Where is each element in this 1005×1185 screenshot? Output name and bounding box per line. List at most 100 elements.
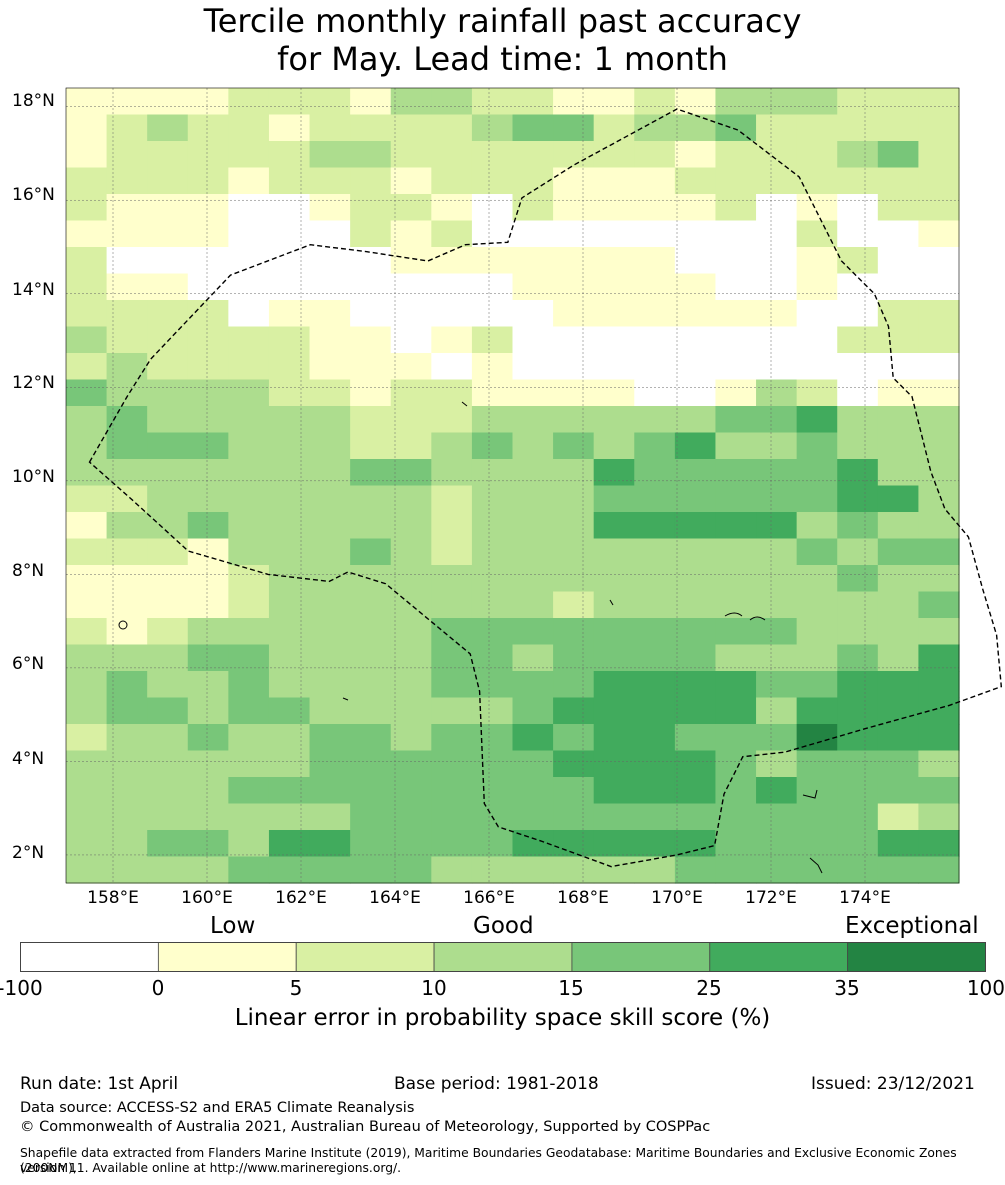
- grid-cell: [106, 141, 148, 169]
- grid-cell: [66, 88, 108, 116]
- grid-cell: [918, 512, 960, 540]
- lat-label: 2°N: [12, 843, 45, 863]
- grid-cell: [674, 141, 717, 169]
- grid-cell: [309, 353, 351, 381]
- grid-cell: [390, 247, 432, 275]
- grid-cell: [512, 750, 554, 778]
- lat-label: 16°N: [12, 185, 55, 205]
- grid-cell: [715, 856, 757, 884]
- grid-cell: [593, 777, 635, 805]
- data-source: Data source: ACCESS-S2 and ERA5 Climate …: [20, 1100, 415, 1116]
- grid-cell: [187, 459, 229, 487]
- grid-cell: [877, 830, 920, 858]
- grid-cell: [228, 644, 270, 672]
- grid-cell: [228, 379, 270, 407]
- grid-cell: [268, 220, 311, 248]
- grid-cell: [634, 247, 676, 275]
- grid-cell: [837, 830, 879, 858]
- grid-cell: [756, 406, 798, 434]
- grid-cell: [512, 591, 554, 619]
- grid-cell: [715, 565, 757, 593]
- grid-cell: [309, 220, 351, 248]
- grid-cell: [66, 379, 108, 407]
- grid-cell: [877, 565, 920, 593]
- grid-cell: [187, 565, 229, 593]
- grid-cell: [512, 671, 554, 699]
- colorbar-swatch: [157, 942, 297, 972]
- grid-cell: [309, 141, 351, 169]
- grid-cell: [634, 194, 676, 222]
- grid-cell: [634, 644, 676, 672]
- island-outline: [461, 401, 468, 407]
- grid-cell: [187, 750, 229, 778]
- grid-cell: [756, 565, 798, 593]
- grid-cell: [512, 485, 554, 513]
- grid-cell: [837, 300, 879, 328]
- grid-cell: [918, 618, 960, 646]
- grid-cell: [187, 114, 229, 142]
- grid-cell: [593, 724, 635, 752]
- grid-cell: [390, 618, 432, 646]
- grid-cell: [431, 114, 473, 142]
- grid-cell: [796, 406, 838, 434]
- grid-cell: [309, 194, 351, 222]
- colorbar-category-exceptional: Exceptional: [845, 913, 979, 939]
- grid-cell: [837, 724, 879, 752]
- grid-cell: [837, 273, 879, 301]
- grid-cell: [228, 565, 270, 593]
- grid-cell: [634, 485, 676, 513]
- grid-cell: [147, 724, 189, 752]
- grid-cell: [350, 856, 392, 884]
- grid-cell: [674, 671, 717, 699]
- grid-cell: [877, 459, 920, 487]
- grid-cell: [471, 724, 514, 752]
- grid-cell: [66, 697, 108, 725]
- shapefile-credit-line-1: Shapefile data extracted from Flanders M…: [20, 1146, 957, 1175]
- grid-cell: [228, 671, 270, 699]
- grid-cell: [471, 406, 514, 434]
- colorbar-tick: 5: [289, 976, 303, 1000]
- grid-cell: [796, 220, 838, 248]
- grid-cell: [674, 856, 717, 884]
- grid-cell: [147, 379, 189, 407]
- grid-cell: [674, 273, 717, 301]
- grid-cell: [512, 644, 554, 672]
- grid-cell: [228, 167, 270, 195]
- grid-cell: [431, 485, 473, 513]
- grid-cell: [634, 273, 676, 301]
- map-title-line-1: Tercile monthly rainfall past accuracy: [203, 2, 802, 40]
- grid-cell: [187, 406, 229, 434]
- grid-cell: [593, 591, 635, 619]
- grid-cell: [106, 485, 148, 513]
- grid-cell: [228, 326, 270, 354]
- grid-cell: [309, 273, 351, 301]
- grid-cell: [187, 167, 229, 195]
- grid-cell: [593, 167, 635, 195]
- grid-cell: [471, 485, 514, 513]
- island-outline: [118, 620, 128, 630]
- grid-cell: [66, 644, 108, 672]
- grid-cell: [796, 565, 838, 593]
- grid-cell: [106, 565, 148, 593]
- grid-cell: [350, 803, 392, 831]
- grid-cell: [796, 114, 838, 142]
- grid-cell: [106, 777, 148, 805]
- grid-cell: [674, 750, 717, 778]
- grid-cell: [553, 750, 595, 778]
- grid-cell: [756, 88, 798, 116]
- grid-cell: [431, 88, 473, 116]
- grid-cell: [837, 379, 879, 407]
- grid-cell: [593, 247, 635, 275]
- grid-cell: [837, 406, 879, 434]
- shapefile-credit-line-2: version 11. Available online at http://w…: [20, 1161, 402, 1175]
- grid-cell: [553, 353, 595, 381]
- grid-cell: [593, 856, 635, 884]
- grid-cell: [147, 485, 189, 513]
- grid-cell: [187, 671, 229, 699]
- island-outline: [342, 697, 349, 701]
- grid-cell: [593, 379, 635, 407]
- lon-label: 164°E: [369, 888, 421, 908]
- grid-cell: [471, 591, 514, 619]
- grid-cell: [390, 194, 432, 222]
- grid-cell: [309, 777, 351, 805]
